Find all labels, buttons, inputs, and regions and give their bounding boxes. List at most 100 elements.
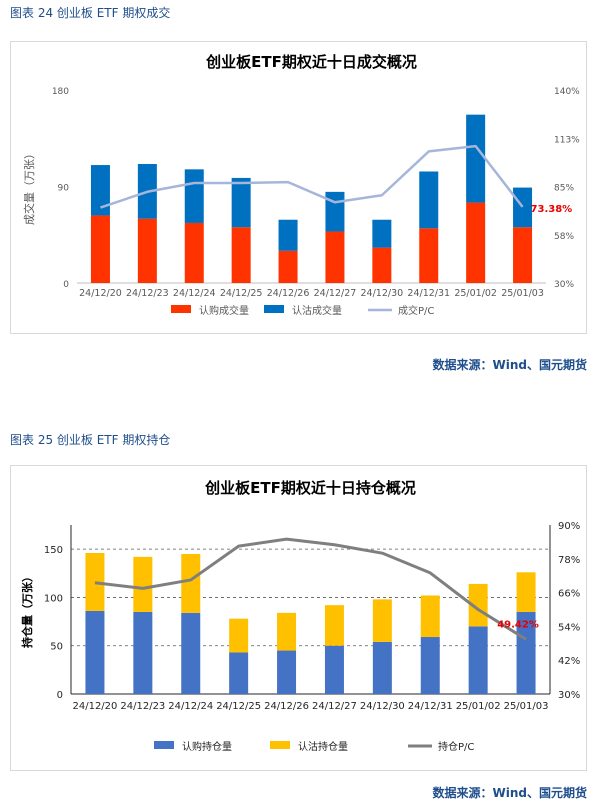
y2-tick-label: 140% — [554, 87, 580, 97]
bar-segment — [133, 556, 153, 612]
y2-tick-label: 58% — [554, 232, 574, 242]
bar-segment — [466, 114, 486, 203]
bar-segment — [372, 599, 392, 642]
x-tick-label: 24/12/25 — [220, 288, 263, 299]
y-tick-label: 150 — [44, 545, 63, 556]
legend-swatch — [270, 741, 290, 749]
y-tick-label: 0 — [57, 690, 63, 701]
bar-segment — [277, 612, 297, 651]
y-tick-label: 100 — [44, 593, 63, 604]
bar-segment — [468, 583, 488, 627]
legend-swatch — [154, 741, 174, 749]
x-tick-label: 25/01/03 — [501, 288, 544, 299]
bar-segment — [372, 247, 392, 283]
x-tick-label: 25/01/02 — [454, 288, 497, 299]
bar-segment — [278, 219, 298, 251]
bar-segment — [277, 650, 297, 694]
legend-swatch — [171, 305, 191, 313]
chart-25-box: 创业板ETF期权近十日持仓概况 0 50 100 150 30% 42% 54% 66% 78% 9… — [10, 465, 587, 771]
bar-segment — [181, 612, 201, 694]
y2-tick-label: 42% — [558, 656, 580, 667]
legend-label: 持仓P/C — [438, 740, 474, 753]
bar-segment — [513, 187, 533, 228]
bar-segment — [229, 652, 249, 694]
x-tick-label: 24/12/27 — [314, 288, 357, 299]
bar-segment — [468, 626, 488, 694]
bar-segment — [516, 611, 536, 694]
x-tick-label: 24/12/24 — [168, 701, 213, 712]
x-tick-label: 24/12/25 — [216, 701, 261, 712]
bar-segment — [278, 250, 298, 283]
x-tick-label: 24/12/26 — [264, 701, 309, 712]
last-value-label: 73.38% — [531, 204, 573, 215]
bar-segment — [419, 171, 439, 229]
y2-tick-label: 85% — [554, 184, 574, 194]
bar-segment — [133, 611, 153, 694]
x-tick-label: 24/12/20 — [79, 288, 122, 299]
bar-segment — [85, 610, 105, 694]
x-tick-label: 24/12/20 — [72, 701, 117, 712]
x-tick-label: 24/12/26 — [267, 288, 310, 299]
bar-segment — [324, 605, 344, 646]
bar-segment — [420, 637, 440, 694]
bar-segment — [231, 227, 251, 283]
bar-segment — [466, 202, 486, 283]
figure-25-title: 图表 25 创业板 ETF 期权持仓 — [10, 433, 171, 447]
bar-segment — [324, 645, 344, 694]
x-tick-label: 24/12/24 — [173, 288, 216, 299]
y2-tick-label: 113% — [554, 135, 580, 145]
bar-segment — [231, 177, 251, 228]
x-tick-label: 24/12/30 — [360, 701, 405, 712]
figure-24-title: 图表 24 创业板 ETF 期权成交 — [10, 6, 171, 20]
legend-label: 成交P/C — [398, 304, 434, 317]
legend-label: 认沽成交量 — [292, 304, 342, 317]
bar-segment — [325, 231, 345, 283]
bar-segment — [137, 218, 157, 283]
y2-tick-label: 90% — [558, 521, 580, 532]
y2-tick-label: 78% — [558, 555, 580, 566]
chart-24-box: 创业板ETF期权近十日成交概况 0 90 180 30% 58% 85% 113% 140% 成交… — [10, 41, 587, 334]
x-tick-label: 24/12/31 — [407, 288, 450, 299]
x-tick-label: 24/12/30 — [361, 288, 404, 299]
bar-segment — [420, 595, 440, 638]
bar-segment — [90, 165, 110, 216]
figure-24-source: 数据来源：Wind、国元期货 — [432, 358, 587, 372]
x-tick-label: 24/12/23 — [126, 288, 169, 299]
x-tick-label: 25/01/03 — [504, 701, 549, 712]
legend-label: 认购持仓量 — [182, 740, 232, 753]
last-value-label: 49.42% — [497, 619, 539, 630]
bar-segment — [90, 215, 110, 283]
chart-title: 创业板ETF期权近十日成交概况 — [205, 53, 417, 71]
figure-25-source: 数据来源：Wind、国元期货 — [432, 786, 587, 800]
y2-tick-label: 66% — [558, 589, 580, 600]
y-tick-label: 0 — [63, 280, 69, 290]
y-axis-label: 持仓量（万张） — [20, 571, 34, 648]
chart-title: 创业板ETF期权近十日持仓概况 — [204, 479, 416, 497]
bar-segment — [372, 641, 392, 694]
x-tick-label: 24/12/23 — [120, 701, 165, 712]
y-tick-label: 90 — [58, 184, 70, 194]
pc-ratio-line — [100, 144, 524, 209]
bar-segment — [229, 618, 249, 653]
x-tick-label: 25/01/02 — [456, 701, 501, 712]
bar-segment — [325, 191, 345, 232]
bar-segment — [181, 553, 201, 613]
legend-swatch — [264, 305, 284, 313]
y-tick-label: 180 — [52, 87, 69, 97]
y2-tick-label: 30% — [558, 690, 580, 701]
y2-tick-label: 54% — [558, 622, 580, 633]
legend-label: 认沽持仓量 — [298, 740, 348, 753]
bar-segment — [85, 553, 105, 611]
legend-label: 认购成交量 — [199, 304, 249, 317]
bar-segment — [372, 219, 392, 248]
bar-segment — [419, 228, 439, 283]
pc-ratio-line — [94, 537, 527, 641]
x-tick-label: 24/12/31 — [408, 701, 453, 712]
bar-segment — [516, 572, 536, 612]
bar-segment — [184, 222, 204, 283]
y-axis-label: 成交量（万张） — [22, 148, 36, 225]
bar-segment — [184, 169, 204, 223]
chart-24-volume: 创业板ETF期权近十日成交概况 0 90 180 30% 58% 85% 113% 140% 成交… — [22, 53, 580, 317]
y2-tick-label: 30% — [554, 280, 574, 290]
bar-segment — [513, 227, 533, 283]
